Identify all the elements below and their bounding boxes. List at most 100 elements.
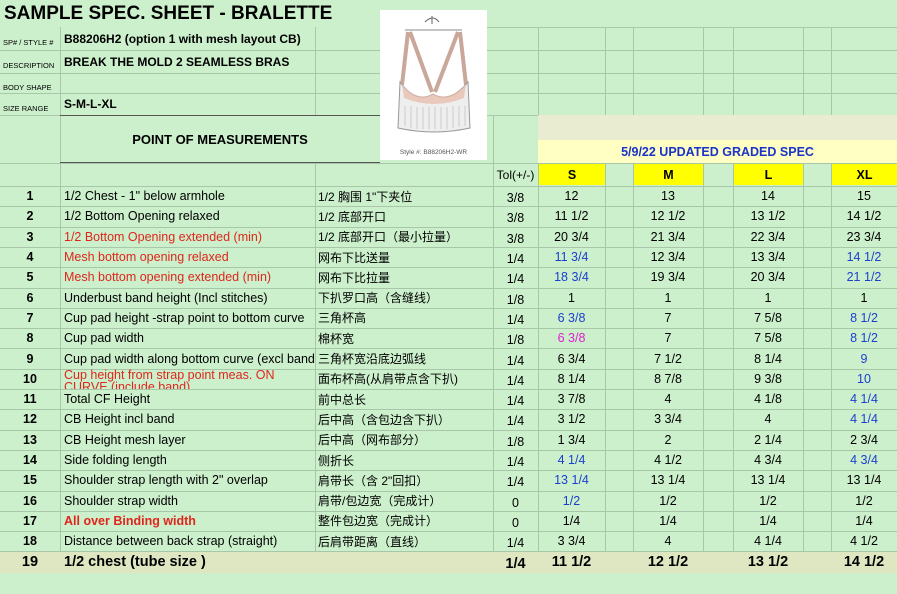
size-value: 1: [860, 290, 868, 305]
size-value: 7 5/8: [754, 310, 782, 325]
size-value: 3 3/4: [654, 412, 682, 427]
measurement-cn: 后中高（含包边含下扒）: [318, 412, 451, 427]
grid-line: [0, 226, 897, 228]
grid-line: [0, 206, 897, 208]
grid-line: [0, 50, 380, 51]
row-number: 9: [26, 351, 34, 366]
grid-line: [538, 163, 539, 572]
measurement-en: 1/2 Bottom Opening extended (min): [64, 229, 263, 244]
grid-line: [605, 163, 606, 572]
size-value: 1: [568, 290, 575, 305]
size-value: 4 1/2: [850, 534, 878, 549]
row-number: 19: [21, 553, 39, 570]
size-value: 13 1/4: [650, 473, 686, 488]
measurement-en: Underbust band height (Incl stitches): [64, 290, 268, 305]
tolerance: 1/4: [506, 252, 525, 267]
info-value: S-M-L-XL: [64, 97, 117, 111]
row-number: 17: [23, 513, 37, 528]
row-number: 3: [26, 229, 34, 244]
size-value: 21 1/2: [846, 270, 882, 285]
size-value: 11 1/2: [554, 209, 589, 224]
size-value: 10: [857, 371, 871, 386]
measurement-en: Mesh bottom opening extended (min): [64, 270, 272, 285]
grid-line: [538, 27, 539, 115]
grid-line: [0, 409, 897, 411]
measurement-cn: 面布杯高(从肩带点含下扒): [318, 372, 458, 387]
size-value: 3 1/2: [557, 412, 586, 427]
grid-line: [315, 163, 316, 572]
row-number: 18: [23, 534, 37, 549]
size-value: 4 1/8: [754, 392, 782, 407]
bralette-sketch: [397, 16, 471, 133]
measurement-cn: 三角杯高: [318, 311, 367, 326]
grid-line: [803, 27, 804, 115]
grid-line: [60, 27, 61, 163]
measurement-en: All over Binding width: [64, 513, 196, 528]
grid-line: [0, 510, 897, 512]
info-value: B88206H2 (option 1 with mesh layout CB): [64, 31, 301, 46]
grid-line: [733, 163, 734, 572]
grid-line: [831, 163, 832, 572]
total-row-bg: [0, 552, 897, 573]
size-value: 20 3/4: [750, 270, 786, 285]
size-value: 6 3/4: [557, 351, 586, 366]
tolerance: 1/4: [506, 455, 525, 470]
measurement-en: Side folding length: [64, 453, 167, 468]
grid-line: [0, 307, 897, 309]
grid-line: [487, 27, 897, 28]
measurement-cn: 后中高（网布部分）: [318, 433, 427, 448]
size-value: 2: [664, 432, 672, 447]
row-number: 8: [26, 331, 34, 346]
grid-line: [0, 449, 897, 451]
grid-line: [487, 93, 897, 94]
measurement-cn: 网布下比拉量: [318, 270, 391, 285]
size-value: 4 1/4: [850, 392, 878, 407]
measurement-en: Cup height from strap point meas. ON CUR…: [64, 368, 275, 389]
info-label: BODY SHAPE: [3, 82, 52, 92]
tolerance: 1/4: [506, 536, 525, 551]
sheet-title: SAMPLE SPEC. SHEET - BRALETTE: [4, 2, 333, 24]
measurement-en: Shoulder strap width: [64, 493, 178, 508]
size-value: 1/4: [855, 513, 873, 528]
size-value: 18 3/4: [554, 270, 589, 285]
size-value: 8 1/4: [557, 371, 586, 386]
product-image: Style #: B88206H2-WR: [380, 10, 487, 160]
grid-line: [0, 328, 897, 330]
size-value: 7: [664, 331, 672, 346]
grid-line: [831, 27, 832, 115]
measurement-cn: 肩带长（含 2"回扣）: [318, 473, 429, 488]
info-label: DESCRIPTION: [3, 61, 55, 70]
tolerance: 1/4: [505, 555, 526, 572]
size-value: 19 3/4: [650, 270, 686, 285]
size-value: 1/4: [659, 513, 677, 528]
grid-line: [60, 163, 61, 572]
grid-line: [0, 348, 897, 350]
info-label: SP# / STYLE #: [3, 38, 54, 47]
size-value: 4 1/4: [754, 534, 782, 549]
grid-line: [633, 163, 634, 572]
size-value: 23 3/4: [846, 229, 882, 244]
measurement-en: CB Height incl band: [64, 412, 175, 427]
size-value: 15: [857, 189, 871, 204]
size-value: 3 3/4: [557, 534, 586, 549]
measurement-cn: 后肩带距离（直线）: [318, 534, 427, 549]
size-value: 7 5/8: [754, 331, 782, 346]
grid-line: [0, 93, 380, 94]
info-label: SIZE RANGE: [3, 103, 49, 113]
measurement-en: Distance between back strap (straight): [64, 534, 278, 549]
tol-header: Tol(+/-): [496, 167, 535, 182]
grid-line: [0, 73, 380, 74]
measurement-cn: 肩带/包边宽（完成计）: [318, 494, 442, 509]
size-value: 1: [664, 290, 672, 305]
grid-line: [0, 470, 897, 472]
grid-line: [0, 531, 897, 533]
measurement-cn: 1/2 底部开口（最小拉量）: [318, 230, 459, 245]
grid-line: [0, 368, 897, 370]
row-number: 1: [26, 189, 34, 204]
row-number: 11: [23, 392, 37, 407]
size-value: 9 3/8: [754, 371, 782, 386]
tolerance: 3/8: [506, 211, 525, 226]
size-value: 4: [664, 534, 672, 549]
size-value: 8 1/2: [850, 331, 878, 346]
size-value: 8 1/2: [850, 310, 878, 325]
